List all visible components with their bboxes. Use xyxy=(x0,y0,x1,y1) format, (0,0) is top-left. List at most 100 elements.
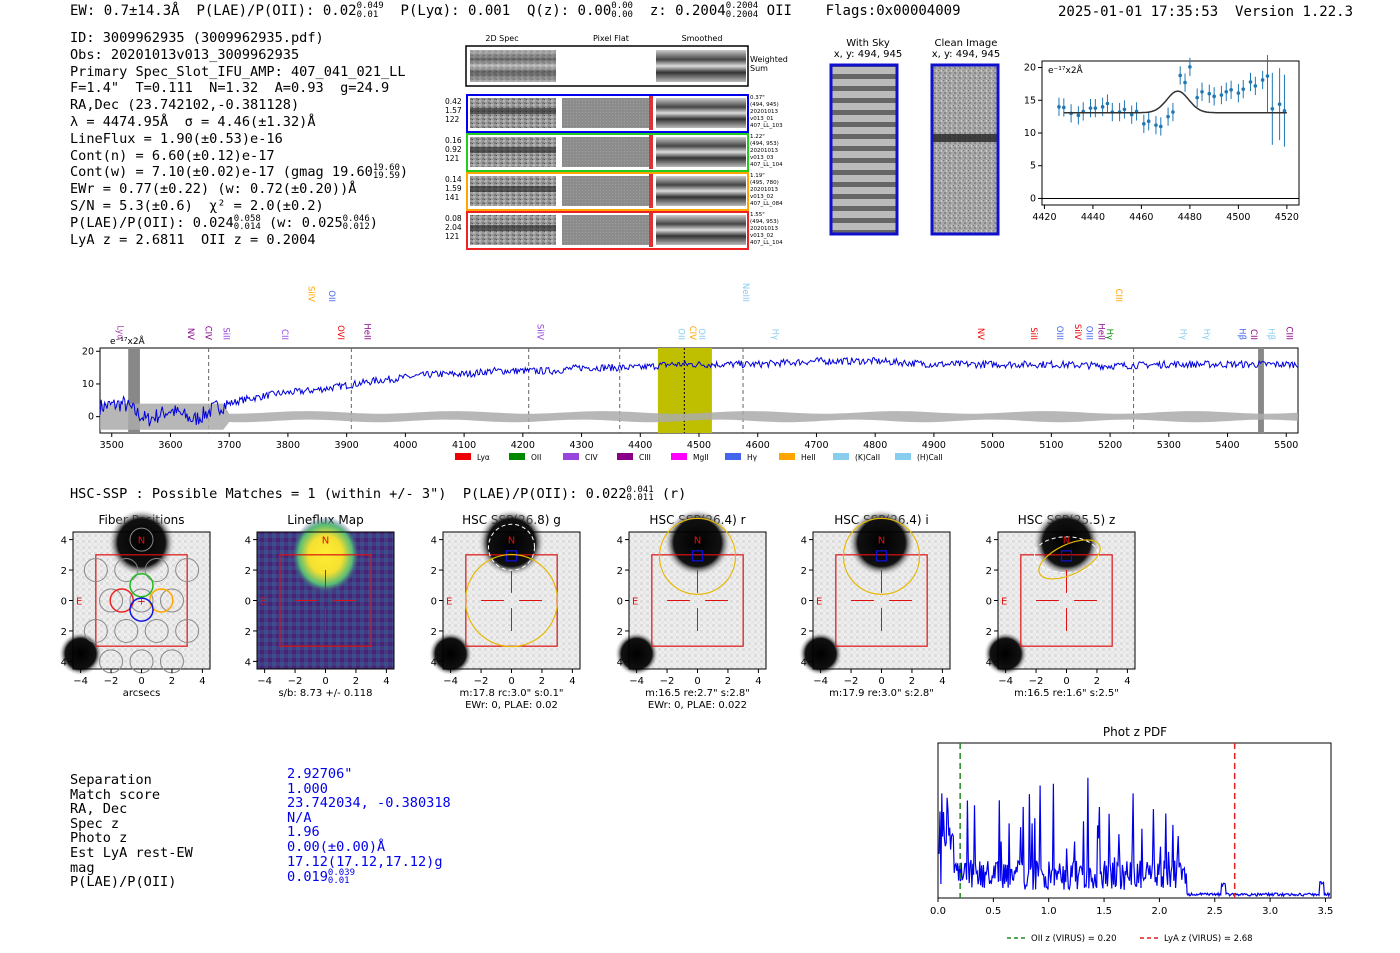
full-xtick-label: 4600 xyxy=(746,440,770,451)
hsc-xtick-label: 2 xyxy=(539,676,545,687)
info-plae-text: P(LAE)/P(OII): 0.024 xyxy=(70,214,234,231)
hsc-box-3 xyxy=(651,554,744,647)
cutout-trace-0 xyxy=(470,108,556,114)
hsc-xtick-label: −4 xyxy=(443,676,458,687)
zoom-ytick-label: 15 xyxy=(1024,95,1036,106)
hsc-ytick-label: 2 xyxy=(986,627,992,638)
corner-source xyxy=(614,631,659,676)
zoom-point xyxy=(1183,80,1187,85)
hsc-ytick-label: 0 xyxy=(61,597,67,608)
match-label-3: Spec z xyxy=(70,815,120,832)
hsc-xtick-label: 4 xyxy=(1124,676,1130,687)
hsc-xtick-label: 4 xyxy=(755,676,761,687)
pdf-xtick-label: 2.0 xyxy=(1151,906,1167,917)
match-radec: 23.742034, -0.380318 xyxy=(287,795,451,812)
zoom-xtick-label: 4500 xyxy=(1226,212,1250,223)
cutout-smooth-0 xyxy=(656,98,746,128)
upper-line-label-3: CIII xyxy=(1113,289,1123,302)
hsc-ytick-label: 4 xyxy=(617,657,623,668)
fiber-circle xyxy=(144,558,169,583)
legend-swatch-5 xyxy=(725,453,741,460)
cutout-frame-0 xyxy=(466,94,749,133)
zoom-point xyxy=(1224,89,1229,94)
pdf-plot-frame xyxy=(937,742,1332,899)
fiber-circle xyxy=(114,558,139,583)
zoom-point xyxy=(1219,93,1224,97)
match-photoz: 1.96 xyxy=(287,824,320,841)
cutout-num-0-2: 122 xyxy=(445,115,460,124)
hsc-header-lo: 0.011 xyxy=(626,493,654,503)
cutout-flat-2 xyxy=(562,176,650,206)
full-spectrum-line xyxy=(99,356,1299,427)
hsc-xtick-label: −2 xyxy=(660,676,675,687)
line-label-20: OIII xyxy=(1084,326,1094,340)
qz-lo: 0.00 xyxy=(611,10,633,20)
fiber-circle xyxy=(144,618,169,643)
zoom-xtick-label: 4460 xyxy=(1129,212,1153,223)
match-label-7: P(LAE)/P(OII) xyxy=(70,874,177,891)
hsc-panels: Fiber Positions+NE−44−22002244arcsecsLin… xyxy=(58,510,1136,711)
clean-image xyxy=(930,63,1000,236)
hsc-ytick-label: 2 xyxy=(61,566,67,577)
line-label-9: CIV xyxy=(687,326,697,340)
col-2d-spec: 2D Spec xyxy=(485,34,518,43)
cutout-meta-2-3: v013_02 xyxy=(750,194,774,200)
hsc-xtick-label: −2 xyxy=(474,676,489,687)
zoom-point xyxy=(1188,65,1192,69)
hsc-ytick-label: 4 xyxy=(245,657,251,668)
fiber-circle xyxy=(175,558,200,583)
cutout-meta-3-3: v013_02 xyxy=(750,233,774,239)
cutout-meta-1-4: 407_LL_104 xyxy=(750,162,783,168)
info-id: ID: 3009962935 (3009962935.pdf) xyxy=(70,30,324,46)
with-sky-image xyxy=(829,63,899,236)
cutout-num-0-1: 1.57 xyxy=(445,106,462,115)
legend-oii: OII z (VIRUS) = 0.20 xyxy=(1031,934,1117,944)
hsc-box-4 xyxy=(835,554,928,647)
hsc-xtick-label: 4 xyxy=(939,676,945,687)
corner-source xyxy=(983,631,1028,676)
line-label-18: OIII xyxy=(1054,326,1064,340)
bright-source xyxy=(477,510,546,577)
north-label: N xyxy=(138,536,145,547)
match-values: 2.92706" 1.000 23.742034, -0.380318 N/A … xyxy=(287,767,451,886)
qz-hi: 0.00 xyxy=(611,1,633,11)
north-label: N xyxy=(508,536,515,547)
cutout-meta-0-4: 407_LL_103 xyxy=(750,123,783,129)
info-plae-w-lo: 0.012 xyxy=(342,221,370,232)
match-box xyxy=(691,550,704,562)
upper-line-label-1: OII xyxy=(326,290,336,302)
full-xtick-label: 3900 xyxy=(335,440,359,451)
contw-hi: 19.60 xyxy=(372,163,400,174)
hsc-xtick-label: −2 xyxy=(288,676,303,687)
hsc-xtick-label: −4 xyxy=(257,676,272,687)
cutout-flat-0 xyxy=(562,98,650,128)
line-label-23: Hβ xyxy=(1266,328,1276,340)
full-ytick-label: 0 xyxy=(88,412,94,423)
hsc-ytick-label: 4 xyxy=(61,536,67,547)
zoom-xtick-label: 4520 xyxy=(1275,212,1299,223)
col-pixel-flat: Pixel Flat xyxy=(593,34,629,43)
info-lambda: λ = 4474.95Å σ = 4.46(±1.32)Å xyxy=(70,113,316,130)
line-label-11: Hγ xyxy=(769,329,779,340)
legend-label-8: (H)CaII xyxy=(917,453,943,462)
match-label-6: mag xyxy=(70,859,95,876)
info-lya: LyA z = 2.6811 OII z = 0.2004 xyxy=(70,231,316,248)
zoom-point xyxy=(1253,84,1258,88)
fiber-circle xyxy=(99,588,124,613)
full-xtick-label: 4700 xyxy=(804,440,828,451)
bright-source xyxy=(663,510,732,577)
line-label-24: CIII xyxy=(1283,327,1293,340)
match-box xyxy=(875,550,888,562)
zoom-point xyxy=(1200,89,1204,94)
z-text: z: 0.2004 xyxy=(649,3,726,19)
cutout-num-2-1: 1.59 xyxy=(445,184,462,193)
hsc-xtick-label: 0 xyxy=(322,676,328,687)
zoom-point xyxy=(1062,105,1066,110)
line-label-7: SiIV xyxy=(535,324,545,340)
cutout-meta-1-1: (494, 953) xyxy=(750,141,779,147)
legend-lya: LyA z (VIRUS) = 2.68 xyxy=(1164,934,1253,944)
cutout-frame-3 xyxy=(466,211,749,250)
cutout-meta-1-2: 20201013 xyxy=(750,148,778,154)
